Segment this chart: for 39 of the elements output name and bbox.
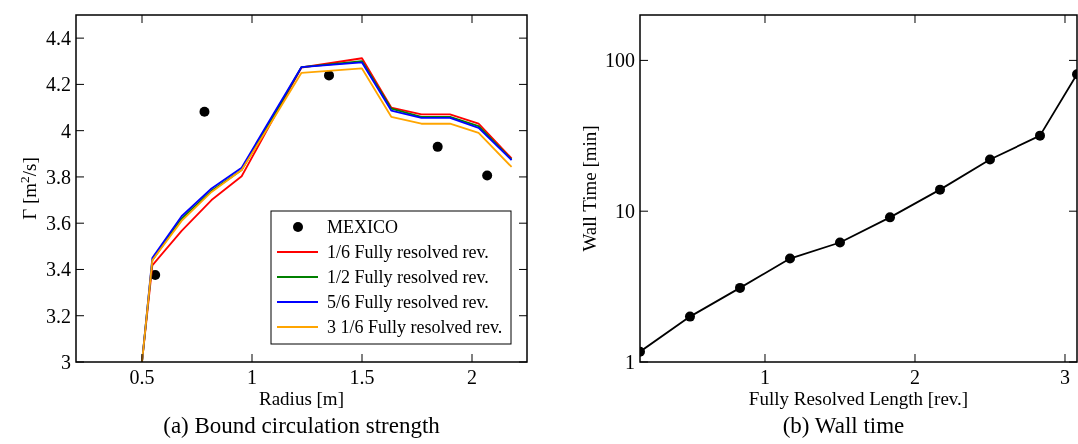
y-tick-label: 3.6 [46, 212, 71, 235]
x-tick-label: 1 [760, 366, 770, 388]
point [884, 212, 895, 223]
legend-label: 5/6 Fully resolved rev. [327, 292, 489, 312]
point [785, 253, 795, 264]
y-tick-label: 3.2 [46, 304, 71, 327]
point [935, 184, 945, 195]
legend-label: 3 1/6 Fully resolved rev. [327, 317, 503, 337]
point [685, 311, 695, 322]
y-tick-label: 1 [625, 351, 635, 373]
y-tick-label: 4.4 [46, 27, 71, 50]
point [835, 237, 845, 248]
point [482, 170, 493, 181]
x-tick-label: 2 [910, 366, 920, 388]
legend-label: 1/2 Fully resolved rev. [327, 267, 489, 287]
text: (a) Bound circulation strength [163, 413, 441, 438]
x-tick-label: 0.5 [129, 366, 155, 388]
y-tick-label: 3 [61, 351, 71, 373]
y-tick-label: 100 [605, 49, 635, 72]
y-tick-label: 3.4 [46, 258, 71, 281]
point [985, 154, 995, 165]
x-tick-label: 3 [1060, 366, 1070, 388]
point [432, 141, 443, 152]
x-tick-label: 1 [247, 366, 257, 388]
y-tick-label: 4 [61, 119, 71, 142]
x-axis-title: Fully Resolved Length [rev.] [748, 388, 969, 409]
legend-label: 1/6 Fully resolved rev. [327, 242, 489, 262]
text: (b) Wall time [782, 413, 905, 438]
point [734, 282, 745, 293]
x-tick-label: 2 [467, 366, 477, 388]
y-tick-label: 3.8 [46, 165, 71, 188]
y-tick-label: 10 [615, 200, 635, 223]
x-tick-label: 1.5 [349, 366, 375, 388]
y-axis-title: Wall Time [min] [579, 125, 600, 252]
x-axis-title: Radius [m] [259, 388, 344, 409]
legend-label: MEXICO [327, 217, 398, 237]
y-tick-label: 4.2 [46, 73, 71, 96]
point [1034, 130, 1045, 141]
point [199, 106, 210, 117]
